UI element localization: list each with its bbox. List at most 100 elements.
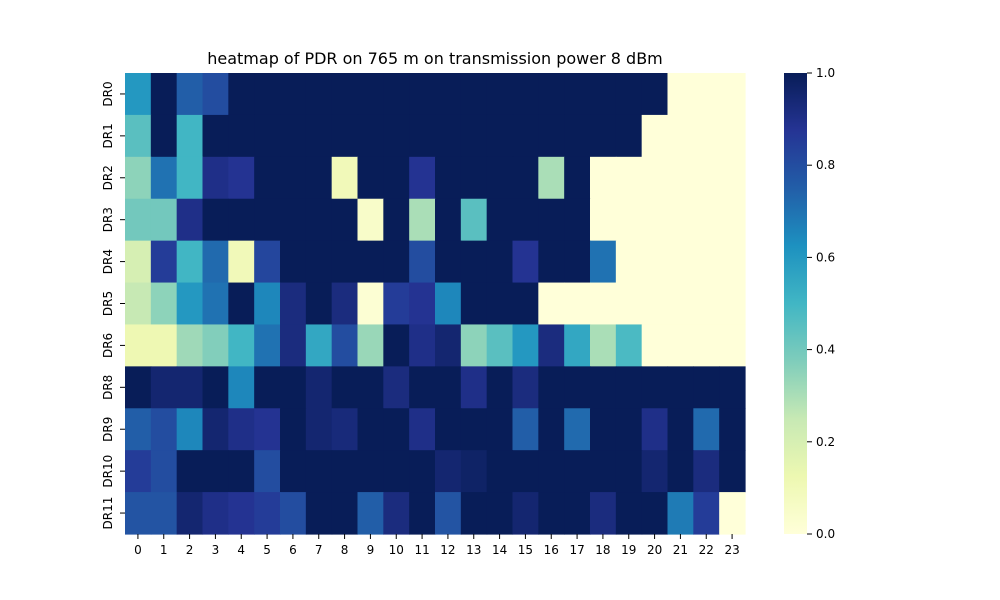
heatmap-cell xyxy=(150,408,178,451)
heatmap-cell xyxy=(254,366,281,409)
heatmap-cell xyxy=(357,198,384,242)
heatmap-cell xyxy=(254,156,281,200)
heatmap-cell xyxy=(150,324,178,367)
heatmap-cell xyxy=(383,73,410,116)
heatmap-cell xyxy=(615,73,643,116)
x-tick-label: 22 xyxy=(699,543,714,557)
heatmap-cell xyxy=(125,408,152,451)
heatmap-cell xyxy=(460,450,488,493)
heatmap-cell xyxy=(615,324,643,367)
heatmap-cell xyxy=(693,73,720,116)
heatmap-cell xyxy=(383,198,410,242)
heatmap-cell xyxy=(667,198,694,242)
y-tick-label: DR3 xyxy=(101,207,115,232)
heatmap-cell xyxy=(435,282,462,326)
heatmap-cell xyxy=(512,282,539,326)
heatmap-cell xyxy=(228,324,255,367)
heatmap-cell xyxy=(538,324,565,367)
heatmap-cell xyxy=(615,282,643,326)
heatmap-cell xyxy=(383,492,410,535)
heatmap-cell xyxy=(538,282,565,326)
heatmap-cell xyxy=(719,114,746,158)
heatmap-cell xyxy=(435,324,462,367)
heatmap-cell xyxy=(331,492,359,535)
heatmap-cell xyxy=(228,156,255,200)
x-tick-label: 10 xyxy=(389,543,404,557)
heatmap-cell xyxy=(719,408,746,451)
heatmap-cell xyxy=(564,156,591,200)
heatmap-cell xyxy=(331,324,359,367)
heatmap-cell xyxy=(590,366,617,409)
heatmap-cell xyxy=(693,492,720,535)
heatmap-cell xyxy=(357,450,384,493)
heatmap-cell xyxy=(641,73,669,116)
heatmap-cell xyxy=(590,324,617,367)
heatmap-cell xyxy=(615,114,643,158)
heatmap-cell xyxy=(331,366,359,409)
heatmap-cell xyxy=(435,366,462,409)
x-tick-label: 9 xyxy=(367,543,375,557)
x-tick-label: 23 xyxy=(724,543,739,557)
x-tick-label: 11 xyxy=(414,543,429,557)
heatmap-cell xyxy=(435,408,462,451)
heatmap-cell xyxy=(615,156,643,200)
y-tick-label: DR9 xyxy=(101,417,115,442)
heatmap-cell xyxy=(512,366,539,409)
heatmap-cell xyxy=(202,156,229,200)
heatmap-cell xyxy=(641,450,669,493)
heatmap-cell xyxy=(125,156,152,200)
heatmap-cell xyxy=(564,324,591,367)
heatmap-cell xyxy=(202,324,229,367)
heatmap-cell xyxy=(693,156,720,200)
heatmap-cell xyxy=(564,114,591,158)
heatmap-cell xyxy=(202,492,229,535)
heatmap-cell xyxy=(693,198,720,242)
heatmap-cell xyxy=(280,240,307,284)
heatmap-cell xyxy=(564,492,591,535)
heatmap-cell xyxy=(486,240,514,284)
heatmap-cell xyxy=(409,240,436,284)
heatmap-cell xyxy=(719,492,746,535)
heatmap-cell xyxy=(383,282,410,326)
heatmap-cell xyxy=(150,492,178,535)
colorbar-tick-label: 0.4 xyxy=(816,343,835,357)
x-tick-label: 13 xyxy=(466,543,481,557)
heatmap-cell xyxy=(409,282,436,326)
heatmap-cell xyxy=(176,366,204,409)
heatmap-cell xyxy=(202,73,229,116)
heatmap-cell xyxy=(435,198,462,242)
heatmap-cell xyxy=(176,324,204,367)
heatmap-cell xyxy=(435,240,462,284)
heatmap-cell xyxy=(486,450,514,493)
heatmap-cell xyxy=(280,282,307,326)
heatmap-cell xyxy=(409,324,436,367)
heatmap-cell xyxy=(331,408,359,451)
heatmap-cell xyxy=(305,492,333,535)
heatmap-cell xyxy=(202,450,229,493)
heatmap-cell xyxy=(331,114,359,158)
heatmap-cell xyxy=(435,156,462,200)
heatmap-cell xyxy=(357,240,384,284)
heatmap-cell xyxy=(331,73,359,116)
heatmap-cell xyxy=(331,282,359,326)
heatmap-cell xyxy=(590,156,617,200)
heatmap-cell xyxy=(590,450,617,493)
heatmap-cell xyxy=(667,450,694,493)
y-tick-label: DR4 xyxy=(101,249,115,274)
heatmap-cell xyxy=(280,156,307,200)
x-tick-label: 1 xyxy=(160,543,168,557)
heatmap-cell xyxy=(331,240,359,284)
heatmap-cell xyxy=(125,366,152,409)
x-axis-ticks: 0 1 2 3 4 5 6 7 8 9 10 11 12 13 14 15 16 17 18 19 20 21 22 23 xyxy=(134,534,740,557)
x-tick-label: 18 xyxy=(595,543,610,557)
heatmap-cell xyxy=(228,282,255,326)
heatmap-cell xyxy=(564,282,591,326)
heatmap-cell xyxy=(125,73,152,116)
heatmap-cell xyxy=(590,282,617,326)
heatmap-cell xyxy=(693,114,720,158)
heatmap-cell xyxy=(538,492,565,535)
heatmap-cell xyxy=(667,156,694,200)
heatmap-cells xyxy=(125,73,746,535)
colorbar-tick-label: 0.2 xyxy=(816,435,835,449)
